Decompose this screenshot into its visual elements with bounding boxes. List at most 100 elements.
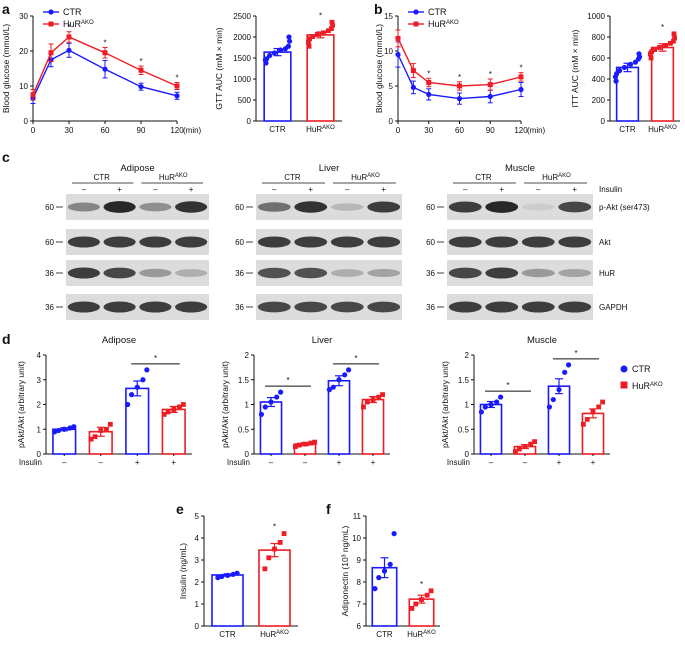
x-tick-label: 120 bbox=[514, 126, 528, 135]
data-point bbox=[286, 38, 293, 44]
mw-label: 36 bbox=[235, 269, 244, 278]
data-point bbox=[627, 61, 634, 67]
data-point bbox=[271, 50, 278, 56]
y-tick-label: 10 bbox=[384, 47, 393, 56]
data-point bbox=[328, 26, 334, 31]
x-tick-label: HuRAKO bbox=[648, 125, 677, 134]
blot-band bbox=[103, 267, 136, 279]
blot-band bbox=[103, 236, 136, 248]
insulin-sign: – bbox=[303, 458, 308, 467]
legend-label-base: HuR bbox=[63, 19, 82, 29]
blot-band bbox=[294, 236, 328, 248]
mw-label: 60 bbox=[235, 238, 244, 247]
blot-band bbox=[139, 268, 172, 278]
group-label: HuRAKO bbox=[542, 173, 571, 182]
y-tick-label: 1 bbox=[245, 401, 250, 410]
data-point bbox=[215, 575, 221, 581]
data-point bbox=[424, 592, 430, 598]
data-point bbox=[326, 387, 332, 393]
blot-band bbox=[367, 201, 401, 213]
significance-star: * bbox=[103, 39, 106, 48]
blot-band bbox=[103, 301, 136, 313]
y-tick-label: 11 bbox=[353, 512, 362, 521]
x-tick-label-sup: AKO bbox=[664, 125, 677, 131]
bar bbox=[259, 401, 283, 455]
bar bbox=[650, 46, 675, 122]
lane-sign: + bbox=[308, 185, 313, 194]
y-tick-label: 1.5 bbox=[238, 376, 250, 385]
data-point bbox=[180, 402, 186, 407]
significance-star: * bbox=[319, 11, 322, 20]
blot-title: Adipose bbox=[120, 163, 154, 174]
data-point bbox=[550, 396, 556, 403]
data-point bbox=[528, 441, 534, 447]
y-tick-label: 400 bbox=[592, 75, 606, 84]
blot-band bbox=[558, 201, 592, 213]
data-point bbox=[30, 92, 36, 98]
data-point bbox=[310, 34, 316, 39]
significance-star: * bbox=[506, 381, 509, 390]
y-tick-label: 4 bbox=[37, 351, 42, 360]
y-tick-label: 800 bbox=[592, 33, 606, 42]
bar bbox=[211, 574, 244, 627]
blot-row-label: HuR bbox=[599, 269, 615, 278]
x-tick-label: CTR bbox=[619, 125, 636, 134]
data-point bbox=[66, 47, 72, 53]
blot-band bbox=[448, 201, 482, 213]
blot-band bbox=[448, 301, 482, 313]
legend-label: HuRAKO bbox=[63, 19, 94, 29]
mw-label: 36 bbox=[45, 269, 54, 278]
significance-star: * bbox=[354, 354, 357, 363]
y-axis-label: pAkt/Akt (arbitrary unit) bbox=[220, 361, 230, 448]
lane-sign: – bbox=[536, 185, 541, 194]
blot-band bbox=[257, 301, 291, 313]
data-point bbox=[413, 601, 419, 607]
chart-title: Liver bbox=[312, 335, 333, 346]
data-point bbox=[657, 45, 662, 50]
bar bbox=[615, 66, 640, 122]
blot-row-label: Akt bbox=[599, 238, 611, 247]
data-point bbox=[278, 389, 284, 395]
y-tick-label: 10 bbox=[19, 82, 28, 91]
blot-band bbox=[175, 269, 208, 277]
y-tick-label: 500 bbox=[238, 96, 252, 105]
mw-label: 60 bbox=[45, 203, 54, 212]
data-point bbox=[306, 39, 311, 45]
data-point bbox=[219, 573, 225, 580]
x-tick-label: 30 bbox=[424, 126, 433, 135]
data-point bbox=[52, 429, 58, 435]
blot-band bbox=[175, 201, 208, 213]
data-point bbox=[177, 404, 182, 410]
data-point bbox=[426, 80, 432, 85]
data-point bbox=[329, 19, 335, 25]
significance-star: * bbox=[427, 69, 430, 78]
blot-band bbox=[558, 236, 592, 248]
data-point bbox=[277, 540, 283, 545]
y-axis-label: Insulin (ng/mL) bbox=[178, 543, 188, 599]
chart-b_auc: 0 200 400 600 800 1000 ITT AUC (mM × min) CTR Hu… bbox=[570, 12, 680, 134]
data-point bbox=[330, 22, 335, 28]
legend-marker bbox=[48, 9, 54, 15]
y-tick-label: 0 bbox=[247, 117, 252, 126]
y-tick-label: 600 bbox=[592, 54, 606, 63]
x-tick-label: CTR bbox=[219, 630, 236, 639]
data-point bbox=[671, 31, 677, 37]
x-tick-label: 60 bbox=[455, 126, 464, 135]
data-point bbox=[380, 392, 385, 397]
x-tick-label-sup: AKO bbox=[322, 125, 335, 131]
blot-band bbox=[485, 301, 519, 313]
y-tick-label: 1000 bbox=[233, 75, 251, 84]
panel-d-legend: CTR HuRAKO bbox=[620, 364, 663, 391]
blot-band bbox=[139, 236, 172, 248]
x-tick-label: 90 bbox=[486, 126, 495, 135]
blot-band bbox=[448, 236, 482, 248]
data-point bbox=[596, 404, 602, 410]
data-point bbox=[258, 411, 264, 417]
y-tick-label: 20 bbox=[19, 47, 28, 56]
data-point bbox=[66, 34, 72, 40]
data-point bbox=[55, 427, 62, 434]
y-tick-label: 0.5 bbox=[458, 425, 470, 434]
y-tick-label: 0.5 bbox=[238, 425, 250, 434]
